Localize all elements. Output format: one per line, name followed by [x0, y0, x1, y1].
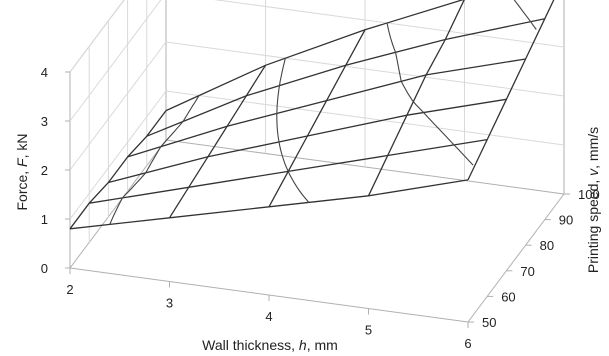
- surface-contours: [109, 0, 537, 225]
- z-tick-label: 2: [41, 163, 48, 178]
- z-tick-label: 4: [41, 65, 48, 80]
- x-axis-ticks: 2 3 4 5 6: [66, 268, 472, 351]
- x-tick-label: 3: [166, 296, 173, 311]
- y-tick-label: 90: [559, 213, 573, 228]
- z-tick-label: 0: [41, 261, 48, 276]
- y-axis-ticks: 50 60 70 80 90 100: [468, 187, 600, 330]
- y-tick-label: 60: [501, 289, 515, 304]
- mesh-line-x: [467, 0, 555, 181]
- chart-box-walls: [69, 0, 565, 323]
- mesh-line-x: [168, 64, 267, 219]
- z-tick-label: 1: [41, 212, 48, 227]
- mesh-line-y: [69, 179, 469, 230]
- x-tick-label: 4: [265, 309, 272, 324]
- back-wall: [165, 0, 565, 195]
- gridline-z-left: [69, 41, 167, 171]
- left-wall: [69, 0, 167, 270]
- x-axis-title: Wall thickness, h, mm: [202, 337, 338, 353]
- surface-mesh: [69, 0, 555, 230]
- y-axis-title: Printing speed, v, mm/s: [585, 127, 601, 273]
- z-tick-label: 3: [41, 114, 48, 129]
- x-tick-label: 6: [464, 336, 471, 351]
- mesh-line-y: [108, 98, 507, 184]
- y-tick-label: 100: [578, 187, 600, 202]
- gridline-z-left: [69, 0, 162, 122]
- mesh-line-y: [127, 58, 526, 158]
- force-contour: [276, 58, 310, 203]
- y-tick-label: 70: [520, 264, 534, 279]
- force-contour: [513, 0, 537, 30]
- z-axis-ticks: 0 1 2 3 4: [41, 65, 70, 276]
- y-tick-label: 50: [482, 315, 496, 330]
- force-contour: [109, 95, 200, 225]
- x-tick-label: 2: [66, 282, 73, 297]
- mesh-line-x: [69, 110, 167, 230]
- y-tick-label: 80: [540, 238, 554, 253]
- chart-gridlines: [69, 0, 565, 243]
- mesh-line-x: [367, 0, 465, 197]
- force-contour: [386, 22, 474, 166]
- mesh-line-x: [268, 29, 366, 208]
- x-tick-label: 5: [365, 323, 372, 338]
- gridline-z-left: [69, 0, 125, 73]
- gridline-z-left: [69, 90, 167, 220]
- z-axis-title: Force, F, kN: [14, 133, 30, 210]
- mesh-line-y: [146, 18, 545, 137]
- mesh-line-y: [165, 0, 465, 112]
- right-floor-edge: [467, 193, 565, 323]
